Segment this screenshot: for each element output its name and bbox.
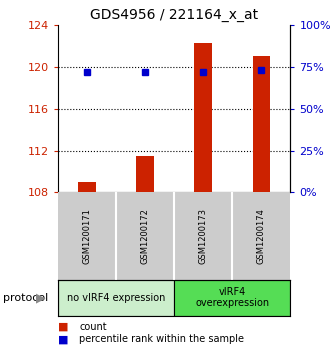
Text: count: count <box>79 322 107 332</box>
Bar <box>174 280 290 316</box>
Bar <box>136 156 154 192</box>
Bar <box>58 280 174 316</box>
Text: GSM1200172: GSM1200172 <box>141 208 149 264</box>
Text: GSM1200171: GSM1200171 <box>82 208 91 264</box>
Bar <box>78 182 96 192</box>
Text: ■: ■ <box>58 322 68 332</box>
Bar <box>252 56 270 192</box>
Text: ▶: ▶ <box>36 291 46 304</box>
Title: GDS4956 / 221164_x_at: GDS4956 / 221164_x_at <box>90 8 258 22</box>
Text: GSM1200173: GSM1200173 <box>199 208 208 264</box>
Text: protocol: protocol <box>3 293 49 303</box>
Text: no vIRF4 expression: no vIRF4 expression <box>67 293 165 303</box>
Text: ■: ■ <box>58 334 68 344</box>
Text: GSM1200174: GSM1200174 <box>257 208 266 264</box>
Text: vIRF4
overexpression: vIRF4 overexpression <box>195 287 269 309</box>
Bar <box>194 43 212 192</box>
Text: percentile rank within the sample: percentile rank within the sample <box>79 334 244 344</box>
